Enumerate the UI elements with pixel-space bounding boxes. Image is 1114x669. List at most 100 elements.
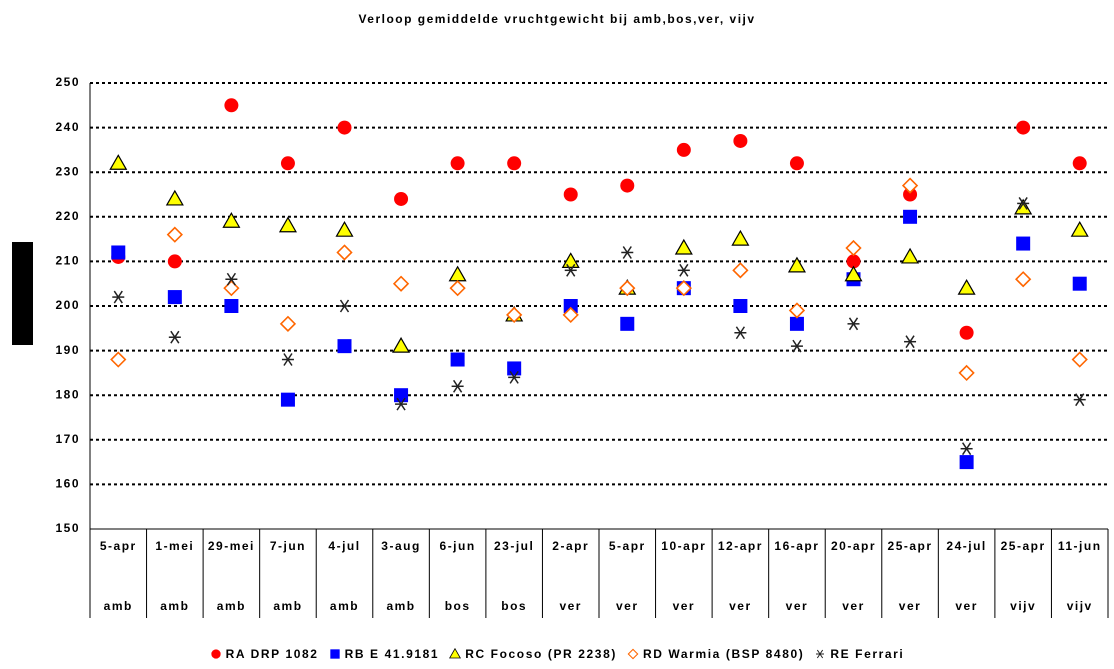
- marker: [960, 442, 973, 456]
- marker: [449, 648, 462, 659]
- marker: [1072, 276, 1087, 291]
- marker: [789, 156, 804, 171]
- marker-dot: [846, 254, 861, 269]
- x-tick-cell: 24-jul: [946, 539, 987, 553]
- marker: [731, 229, 750, 246]
- redaction-block: [12, 242, 33, 345]
- y-tick-label: 200: [55, 298, 80, 312]
- marker-dot: [676, 142, 691, 157]
- x-tick-cell: 1-mei: [155, 539, 195, 553]
- marker: [1014, 198, 1033, 215]
- marker: [210, 649, 221, 659]
- marker-stroke: [566, 263, 576, 277]
- x-tick-label: 16-apr: [774, 539, 820, 553]
- marker-triangle: [1014, 198, 1033, 215]
- marker-stroke: [452, 379, 463, 393]
- marker: [1070, 220, 1089, 237]
- marker-dot: [959, 325, 974, 340]
- marker-dot: [394, 191, 409, 206]
- marker-triangle: [1070, 220, 1089, 237]
- marker-dot: [167, 254, 182, 269]
- marker: [450, 156, 465, 171]
- marker-diamond: [619, 280, 636, 297]
- marker-stroke: [170, 330, 180, 344]
- marker-triangle: [222, 212, 241, 228]
- marker-square: [903, 209, 918, 224]
- marker: [337, 120, 352, 135]
- marker: [733, 299, 748, 313]
- marker-triangle: [448, 265, 467, 282]
- location-label: vijv: [1067, 599, 1093, 613]
- marker: [1016, 236, 1031, 251]
- location-label: ver: [616, 599, 639, 613]
- x-tick-label: 1-mei: [155, 539, 195, 553]
- marker-diamond: [1015, 271, 1032, 288]
- marker: [506, 306, 523, 324]
- marker: [903, 187, 918, 202]
- marker: [901, 247, 920, 264]
- marker-triangle: [165, 189, 184, 206]
- y-tick-label: 210: [55, 254, 80, 268]
- x-tick-cell: 20-apr: [831, 539, 875, 553]
- marker-diamond: [166, 226, 183, 243]
- y-tick-label: 250: [55, 75, 80, 89]
- marker-dot: [733, 133, 748, 148]
- marker: [335, 220, 354, 237]
- marker: [392, 336, 411, 353]
- marker-square: [280, 392, 295, 407]
- marker-stroke: [735, 326, 746, 340]
- marker: [903, 209, 918, 224]
- marker-square: [329, 649, 340, 659]
- marker-stroke: [226, 272, 237, 286]
- legend-item: RD Warmia (BSP 8480): [627, 647, 804, 661]
- marker-diamond: [627, 648, 639, 660]
- marker-stroke: [396, 397, 406, 411]
- marker: [847, 317, 860, 331]
- marker-dot: [337, 120, 352, 135]
- marker: [621, 246, 634, 259]
- marker: [168, 330, 181, 344]
- marker: [279, 315, 297, 332]
- marker-stroke: [679, 263, 689, 277]
- legend-label: RB E 41.9181: [344, 647, 440, 661]
- marker-triangle: [957, 278, 976, 295]
- x-tick-label: 11-jun: [1057, 539, 1102, 553]
- location-label: ver: [729, 599, 752, 613]
- marker: [959, 455, 974, 470]
- legend-label: RE Ferrari: [830, 647, 905, 661]
- marker: [224, 98, 239, 113]
- marker: [787, 256, 806, 273]
- marker-square: [789, 316, 804, 331]
- marker-triangle: [901, 247, 920, 264]
- x-tick-label: 24-jul: [946, 539, 987, 553]
- y-tick-label: 150: [55, 521, 80, 535]
- location-label: amb: [217, 599, 246, 613]
- marker-stroke: [339, 299, 350, 313]
- legend: RA DRP 1082 RB E 41.9181 RC Focoso (PR 223…: [0, 647, 1114, 661]
- chart-title: Verloop gemiddelde vruchtgewicht bij amb…: [358, 12, 755, 26]
- marker-triangle: [844, 265, 863, 282]
- marker: [959, 325, 974, 340]
- marker-dot: [563, 187, 578, 202]
- legend-marker: [329, 649, 340, 659]
- x-tick-label: 3-aug: [381, 539, 421, 553]
- y-tick-label: 190: [55, 343, 80, 357]
- marker-square: [1016, 236, 1031, 251]
- marker: [1017, 197, 1030, 210]
- marker: [620, 178, 635, 193]
- marker: [394, 191, 409, 206]
- marker-triangle: [392, 336, 411, 353]
- x-tick-label: 5-apr: [99, 539, 137, 553]
- y-tick-label: 170: [55, 432, 80, 446]
- legend-item: RA DRP 1082: [210, 647, 319, 661]
- marker-dot: [224, 98, 239, 113]
- marker-square: [733, 299, 748, 313]
- marker-dot: [210, 649, 221, 659]
- marker: [450, 352, 465, 367]
- marker-square: [224, 299, 239, 313]
- marker-dot: [450, 156, 465, 171]
- legend-label: RD Warmia (BSP 8480): [642, 647, 805, 661]
- marker: [448, 265, 467, 282]
- marker-dot: [903, 187, 918, 202]
- location-label: ver: [786, 599, 809, 613]
